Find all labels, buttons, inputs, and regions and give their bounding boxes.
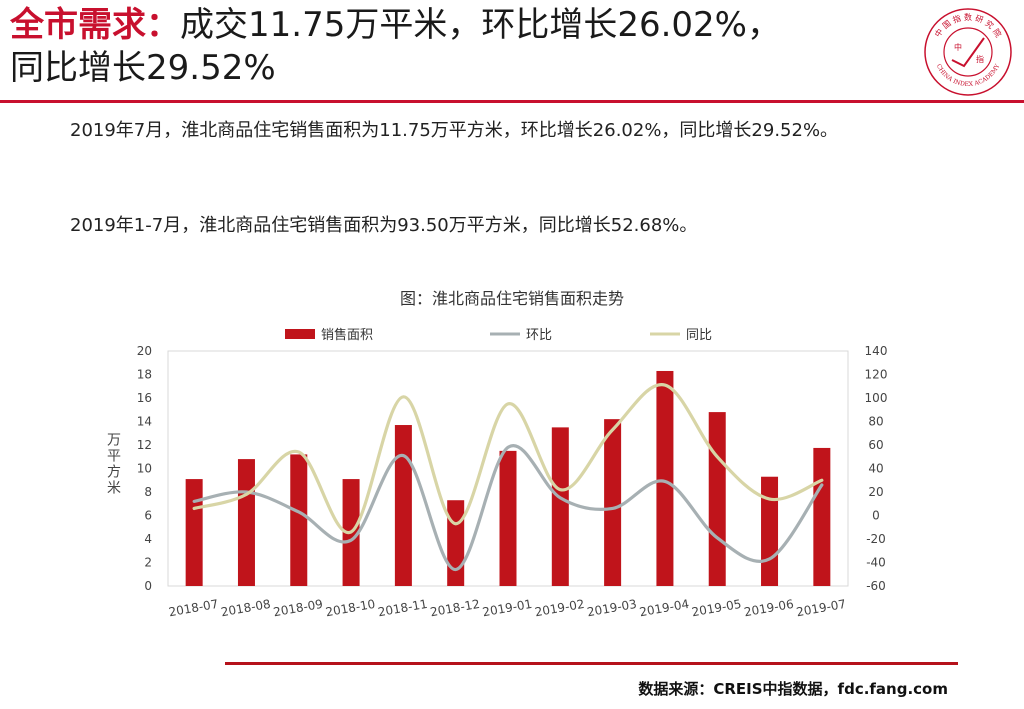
bar-2018-08 (237, 459, 255, 586)
header-rule (0, 100, 1024, 103)
y-left-tick-label: 6 (144, 509, 152, 523)
bar-2019-01 (499, 450, 517, 586)
bar-2018-09 (290, 454, 308, 586)
bar-2019-05 (708, 412, 726, 586)
y-left-tick-label: 14 (137, 415, 152, 429)
bar-2018-11 (394, 425, 412, 586)
x-tick-label: 2019-07 (795, 597, 847, 619)
svg-text:CHINA INDEX ACADEMY: CHINA INDEX ACADEMY (935, 62, 1002, 88)
y-right-tick-label: 80 (868, 415, 883, 429)
y-right-tick-label: 100 (865, 391, 888, 405)
line-series-0 (192, 444, 824, 572)
x-tick-label: 2018-11 (377, 597, 429, 619)
headline-line1: 成交11.75万平米，环比增长26.02%， (180, 5, 781, 45)
footer-rule (225, 662, 958, 665)
headline-key: 全市需求： (10, 5, 180, 45)
line-series-1 (192, 383, 824, 535)
x-tick-label: 2018-10 (324, 597, 376, 619)
logo-top-text: 中 国 指 数 研 究 院 (932, 12, 1003, 39)
paragraph-monthly: 2019年7月，淮北商品住宅销售面积为11.75万平方米，环比增长26.02%，… (70, 120, 839, 141)
x-tick-label: 2019-05 (691, 597, 743, 619)
y-right-tick-label: -20 (866, 532, 886, 546)
y-right-tick-label: 60 (868, 438, 883, 452)
y-left-tick-label: 2 (144, 556, 152, 570)
legend-swatch-bar (285, 329, 315, 339)
y-left-axis-label: 万平方米 (107, 433, 121, 497)
bar-2018-07 (185, 479, 203, 586)
x-tick-label: 2018-09 (272, 597, 324, 619)
chart-title: 图：淮北商品住宅销售面积走势 (399, 289, 624, 308)
legend-label: 同比 (686, 328, 712, 343)
y-right-tick-label: -60 (866, 579, 886, 593)
y-left-tick-label: 10 (137, 462, 152, 476)
data-source: 数据来源：CREIS中指数据，fdc.fang.com (638, 680, 948, 698)
y-left-tick-label: 12 (137, 438, 152, 452)
x-tick-label: 2018-07 (168, 597, 220, 619)
legend-label: 销售面积 (321, 327, 373, 343)
paragraph-ytd: 2019年1-7月，淮北商品住宅销售面积为93.50万平方米，同比增长52.68… (70, 215, 698, 236)
bar-2019-03 (604, 419, 622, 586)
y-left-tick-label: 4 (144, 532, 152, 546)
china-index-academy-logo: 中 国 指 数 研 究 院 CHINA INDEX ACADEMY 中 指 (924, 8, 1012, 96)
logo-bottom-text: CHINA INDEX ACADEMY (935, 62, 1002, 88)
headline: 全市需求：成交11.75万平米，环比增长26.02%， 同比增长29.52% (10, 4, 910, 90)
y-left-tick-label: 16 (137, 391, 152, 405)
legend-label: 环比 (526, 328, 552, 343)
y-right-tick-label: 40 (868, 462, 883, 476)
logo-inner-right: 指 (976, 54, 984, 64)
y-left-tick-label: 18 (137, 368, 152, 382)
x-tick-label: 2019-03 (586, 597, 638, 619)
y-right-tick-label: -40 (866, 556, 886, 570)
y-left-tick-label: 0 (144, 579, 152, 593)
bar-2019-04 (656, 370, 674, 586)
y-right-tick-label: 0 (872, 509, 880, 523)
x-tick-label: 2019-06 (743, 597, 795, 619)
x-tick-label: 2018-08 (220, 597, 272, 619)
y-right-tick-label: 140 (865, 344, 888, 358)
y-right-tick-label: 120 (865, 368, 888, 382)
x-tick-label: 2019-01 (481, 597, 533, 619)
svg-text:中 国 指 数 研 究 院: 中 国 指 数 研 究 院 (932, 12, 1003, 39)
x-tick-label: 2018-12 (429, 597, 481, 619)
y-right-tick-label: 20 (868, 485, 883, 499)
logo-inner-left: 中 (954, 42, 962, 52)
bar-2018-12 (447, 500, 465, 586)
y-left-tick-label: 8 (144, 485, 152, 499)
headline-line2: 同比增长29.52% (10, 48, 276, 88)
bar-2019-02 (551, 427, 569, 586)
sales-area-chart: 0 2 4 6 8 10 12 14 16 18 20 -60 -40 -20 0 20 40 60 80 100 12… (107, 327, 888, 619)
y-left-tick-label: 20 (137, 344, 152, 358)
x-tick-label: 2019-04 (638, 597, 690, 619)
x-tick-label: 2019-02 (534, 597, 586, 619)
bar-2019-07 (813, 447, 831, 586)
bar-2019-06 (761, 476, 779, 586)
